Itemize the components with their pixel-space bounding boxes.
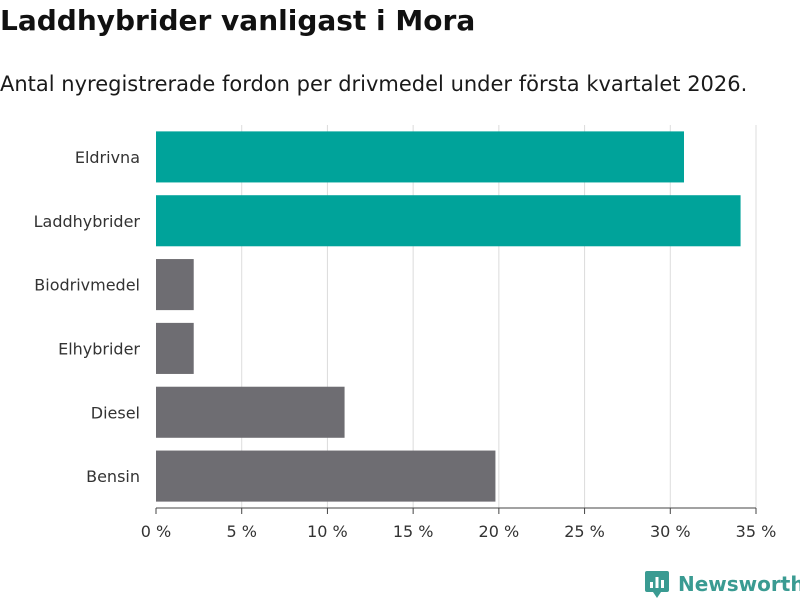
- x-tick-label: 35 %: [736, 522, 777, 541]
- category-labels: Eldrivna Laddhybrider Biodrivmedel Elhybrid…: [34, 148, 141, 486]
- chart-subtitle: Antal nyregistrerade fordon per drivmede…: [0, 72, 748, 96]
- bar-chart-pin-icon: [645, 571, 669, 598]
- x-tick-label: 0 %: [141, 522, 171, 541]
- category-label: Biodrivmedel: [34, 276, 140, 295]
- chart-title: Laddhybrider vanligast i Mora: [0, 4, 476, 37]
- bar: [156, 322, 194, 374]
- category-label: Bensin: [86, 467, 140, 486]
- grid-lines: [241, 125, 757, 508]
- x-tick-label: 10 %: [307, 522, 348, 541]
- bar: [156, 259, 194, 311]
- x-tick-label: 15 %: [393, 522, 434, 541]
- category-label: Eldrivna: [75, 148, 140, 167]
- category-label: Laddhybrider: [34, 212, 141, 231]
- bar: [156, 131, 684, 183]
- x-tick-label: 20 %: [479, 522, 520, 541]
- bar: [156, 195, 741, 247]
- x-axis: 0 % 5 % 10 % 15 % 20 % 25 % 30 % 35 %: [141, 507, 777, 541]
- category-label: Diesel: [91, 403, 140, 422]
- category-label: Elhybrider: [58, 339, 140, 358]
- brand-name: Newsworthy: [678, 572, 800, 596]
- newsworthy-logo: Newsworthy: [644, 568, 800, 600]
- x-tick-label: 5 %: [226, 522, 256, 541]
- bar: [156, 386, 345, 438]
- bars: [156, 131, 741, 502]
- x-tick-label: 25 %: [564, 522, 605, 541]
- bar: [156, 450, 496, 502]
- x-tick-label: 30 %: [650, 522, 691, 541]
